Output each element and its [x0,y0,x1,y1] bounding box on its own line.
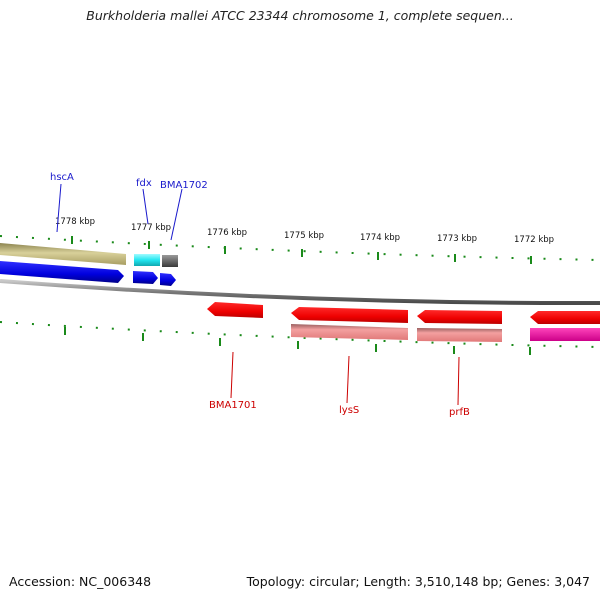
gene-label-hscA[interactable]: hscA [50,172,74,183]
gene-hscA-arrow[interactable] [0,261,124,283]
leader-line-fdx [142,188,149,225]
leader-line-BMA1702 [170,188,183,241]
gene-label-fdx[interactable]: fdx [136,178,152,189]
tick-track-top [0,235,600,264]
ruler-tick-label: 1774 kbp [360,233,400,243]
leader-line-lysS [346,355,350,404]
ruler-tick-label: 1775 kbp [284,231,324,241]
gene-label-BMA1701[interactable]: BMA1701 [209,400,257,411]
ruler-tick-label: 1778 kbp [55,217,95,227]
map-title: Burkholderia mallei ATCC 23344 chromosom… [86,8,514,23]
accession-text: Accession: NC_006348 [9,574,152,589]
gene-edge-red-arrow[interactable] [530,311,600,324]
gene-lysS-bar[interactable] [291,324,408,340]
tick-track-bottom [0,321,600,355]
genome-summary-text: Topology: circular; Length: 3,510,148 bp… [246,574,590,589]
genome-backbone [0,279,600,306]
gene-lysS-arrow[interactable] [291,307,408,323]
gene-label-lysS[interactable]: lysS [339,405,359,416]
gene-BMA1702-arrow[interactable] [160,273,176,286]
gene-label-BMA1702[interactable]: BMA1702 [160,180,208,191]
leader-line-prfB [457,356,460,406]
gene-fdx-arrow[interactable] [133,271,158,284]
gene-BMA1701-arrow[interactable] [207,302,263,318]
gene-edge-magenta-bar[interactable] [530,328,600,341]
ruler-tick-label: 1773 kbp [437,234,477,244]
ruler-tick-label: 1772 kbp [514,235,554,245]
gene-BMA1702-bar[interactable] [162,255,178,267]
leader-line-BMA1701 [230,351,234,399]
gene-prfB-bar[interactable] [417,328,502,342]
gene-fdx-bar[interactable] [134,254,160,266]
ruler-tick-label: 1776 kbp [207,228,247,238]
ruler-tick-label: 1777 kbp [131,223,171,233]
gene-prfB-arrow[interactable] [417,310,502,324]
gene-hscA-bar[interactable] [0,243,126,265]
gene-label-prfB[interactable]: prfB [449,407,470,418]
leader-line-hscA [56,183,62,233]
